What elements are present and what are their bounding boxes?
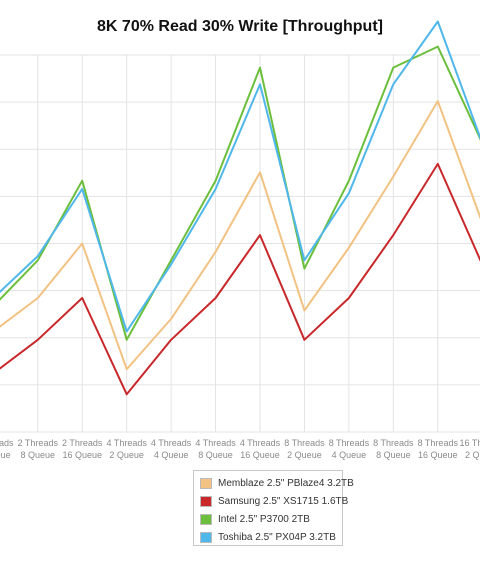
legend: Memblaze 2.5" PBlaze4 3.2TB Samsung 2.5" …: [193, 470, 354, 546]
series-lines: [0, 20, 480, 396]
series-line-4: [0, 20, 480, 333]
legend-label: Samsung 2.5" XS1715 1.6TB: [218, 495, 349, 507]
x-tick-label: 4 Threads 4 Queue: [151, 438, 192, 460]
legend-label: Intel 2.5" P3700 2TB: [218, 513, 310, 525]
x-tick-label: 4 Threads 16 Queue: [240, 438, 281, 460]
x-tick-label: 8 Threads 8 Queue: [373, 438, 414, 460]
x-tick-label: 4 Threads 2 Queue: [106, 438, 147, 460]
legend-item: Toshiba 2.5" PX04P 3.2TB: [200, 529, 336, 545]
x-tick-label: 2 Threads 8 Queue: [18, 438, 59, 460]
legend-swatch: [200, 495, 212, 507]
legend-swatch: [200, 477, 212, 489]
x-tick-label: 8 Threads 16 Queue: [418, 438, 459, 460]
x-tick-label: 8 Threads 4 Queue: [329, 438, 370, 460]
legend-label: Toshiba 2.5" PX04P 3.2TB: [218, 531, 336, 543]
legend-swatch: [200, 513, 212, 525]
legend-item: Intel 2.5" P3700 2TB: [200, 511, 310, 527]
series-line-3: [0, 45, 480, 341]
x-tick-label: 8 Threads 2 Queue: [284, 438, 325, 460]
x-tick-label: 4 Threads 8 Queue: [195, 438, 236, 460]
legend-item: Memblaze 2.5" PBlaze4 3.2TB: [200, 475, 354, 491]
series-line-1: [0, 100, 480, 371]
legend-swatch: [200, 531, 212, 543]
legend-item: Samsung 2.5" XS1715 1.6TB: [200, 493, 348, 509]
legend-label: Memblaze 2.5" PBlaze4 3.2TB: [218, 477, 354, 489]
series-line-2: [0, 162, 480, 396]
x-tick-label: 2 Threads 16 Queue: [62, 438, 103, 460]
chart-title: 8K 70% Read 30% Write [Throughput]: [97, 18, 383, 35]
grid: [0, 54, 480, 433]
